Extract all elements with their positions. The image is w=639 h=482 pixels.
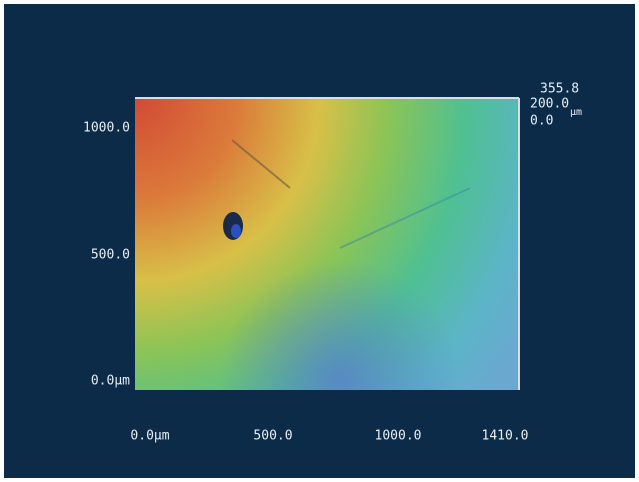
x-label: 0.0μm: [130, 429, 169, 444]
scale-mid: 200.0: [530, 97, 569, 112]
y-label: 1000.0: [83, 121, 130, 136]
y-label: 500.0: [91, 248, 130, 263]
scratch: [339, 187, 471, 249]
scale-min: 0.0: [530, 114, 553, 129]
height-map-shade: [135, 98, 519, 390]
scratch: [231, 139, 291, 189]
defect-core: [231, 224, 241, 238]
scale-unit: μm: [570, 107, 582, 118]
x-label: 1000.0: [375, 429, 422, 444]
x-label: 500.0: [253, 429, 292, 444]
scale-max: 355.8: [540, 82, 579, 97]
x-label: 1410.0: [482, 429, 529, 444]
y-label: 0.0μm: [91, 374, 130, 389]
